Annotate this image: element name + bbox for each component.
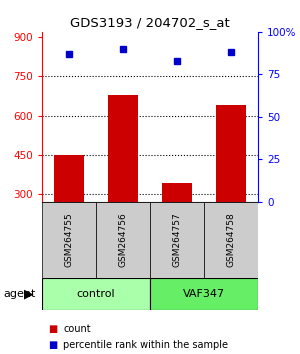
Text: percentile rank within the sample: percentile rank within the sample bbox=[63, 340, 228, 350]
Text: GSM264755: GSM264755 bbox=[64, 212, 74, 267]
Text: VAF347: VAF347 bbox=[183, 289, 225, 299]
Bar bbox=[54, 155, 84, 202]
Text: agent: agent bbox=[3, 289, 35, 299]
Text: ■: ■ bbox=[48, 340, 57, 350]
Text: ■: ■ bbox=[48, 324, 57, 334]
Text: count: count bbox=[63, 324, 91, 334]
Bar bbox=[42, 278, 150, 310]
Text: GSM264756: GSM264756 bbox=[118, 212, 127, 267]
Text: ▶: ▶ bbox=[24, 287, 33, 300]
Bar bbox=[108, 95, 138, 202]
Bar bbox=[42, 202, 96, 278]
Text: GSM264757: GSM264757 bbox=[172, 212, 182, 267]
Text: GSM264758: GSM264758 bbox=[226, 212, 236, 267]
Bar bbox=[216, 105, 246, 202]
Bar bbox=[162, 183, 192, 202]
Bar bbox=[204, 202, 258, 278]
Bar bbox=[96, 202, 150, 278]
Bar bbox=[150, 278, 258, 310]
Title: GDS3193 / 204702_s_at: GDS3193 / 204702_s_at bbox=[70, 16, 230, 29]
Bar bbox=[150, 202, 204, 278]
Text: control: control bbox=[77, 289, 115, 299]
